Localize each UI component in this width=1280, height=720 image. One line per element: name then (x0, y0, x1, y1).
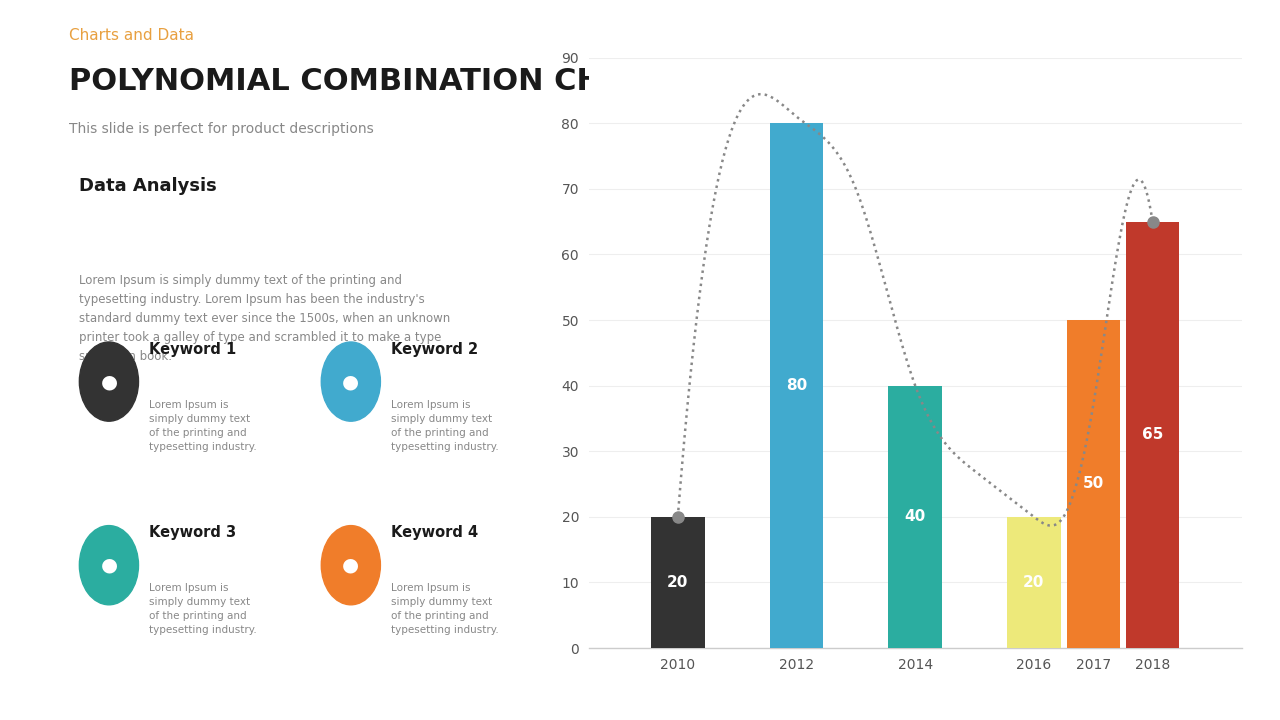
Circle shape (79, 342, 138, 421)
Text: 50: 50 (1083, 477, 1103, 492)
Text: ●: ● (100, 556, 118, 575)
Text: Lorem Ipsum is
simply dummy text
of the printing and
typesetting industry.: Lorem Ipsum is simply dummy text of the … (392, 400, 499, 451)
Text: Keyword 4: Keyword 4 (392, 526, 479, 540)
Text: Charts and Data: Charts and Data (69, 27, 193, 42)
Text: Lorem Ipsum is
simply dummy text
of the printing and
typesetting industry.: Lorem Ipsum is simply dummy text of the … (150, 400, 257, 451)
Text: Keyword 3: Keyword 3 (150, 526, 237, 540)
Bar (1007, 517, 1061, 648)
Text: POLYNOMIAL COMBINATION CHART: POLYNOMIAL COMBINATION CHART (69, 67, 668, 96)
Text: Lorem Ipsum is
simply dummy text
of the printing and
typesetting industry.: Lorem Ipsum is simply dummy text of the … (150, 583, 257, 635)
Text: 20: 20 (667, 575, 689, 590)
Circle shape (321, 526, 380, 605)
Text: Keyword 2: Keyword 2 (392, 342, 479, 356)
Text: 40: 40 (905, 509, 925, 524)
Bar (888, 386, 942, 648)
Bar (1126, 222, 1179, 648)
Text: 20: 20 (1023, 575, 1044, 590)
Circle shape (79, 526, 138, 605)
Bar (769, 123, 823, 648)
Circle shape (321, 342, 380, 421)
Bar (652, 517, 704, 648)
Text: ●: ● (342, 556, 360, 575)
Text: 80: 80 (786, 378, 808, 393)
Text: Lorem Ipsum is simply dummy text of the printing and
typesetting industry. Lorem: Lorem Ipsum is simply dummy text of the … (79, 274, 451, 363)
Text: Keyword 1: Keyword 1 (150, 342, 237, 356)
Text: ●: ● (342, 372, 360, 391)
Text: This slide is perfect for product descriptions: This slide is perfect for product descri… (69, 122, 374, 136)
Text: ●: ● (100, 372, 118, 391)
Bar (1066, 320, 1120, 648)
Text: Lorem Ipsum is
simply dummy text
of the printing and
typesetting industry.: Lorem Ipsum is simply dummy text of the … (392, 583, 499, 635)
Text: Data Analysis: Data Analysis (79, 177, 218, 195)
Text: 65: 65 (1142, 427, 1164, 442)
